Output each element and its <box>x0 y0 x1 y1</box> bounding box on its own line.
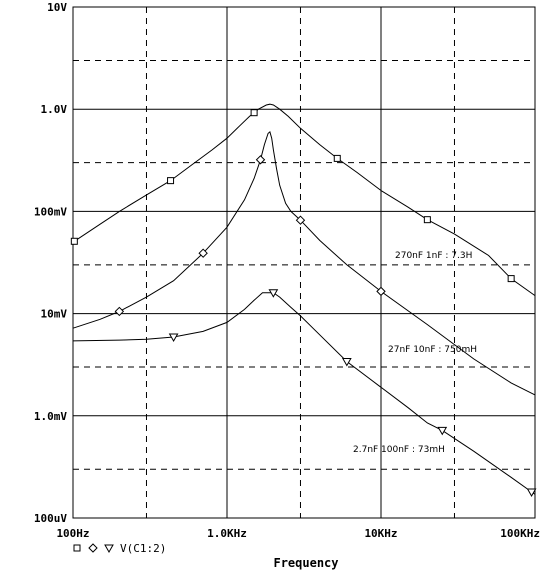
grid-lines <box>73 7 535 518</box>
series-line <box>72 131 536 396</box>
plot-frame <box>72 6 536 519</box>
square-marker <box>507 275 515 283</box>
triangle-marker <box>437 426 448 436</box>
legend: V(C1:2) <box>73 542 166 555</box>
x-tick-label: 100Hz <box>56 527 89 540</box>
y-tick-label: 100mV <box>34 205 67 218</box>
x-tick-label: 1.0KHz <box>207 527 247 540</box>
series-line <box>72 292 536 495</box>
series-square <box>70 103 536 297</box>
x-tick-label: 10KHz <box>364 527 397 540</box>
diamond-marker <box>114 306 125 317</box>
triangle-marker <box>168 333 179 343</box>
legend-markers <box>73 543 114 554</box>
triangle-marker <box>104 544 114 554</box>
y-tick-label: 100uV <box>34 512 67 525</box>
square-marker <box>70 237 78 245</box>
y-tick-label: 10V <box>47 1 67 14</box>
series-annotation: 2.7nF 100nF : 73mH <box>353 445 445 455</box>
series-diamond <box>72 131 536 396</box>
triangle-marker <box>268 289 279 298</box>
square-marker <box>250 109 258 117</box>
square-marker <box>167 177 175 185</box>
triangle-marker <box>341 357 352 367</box>
triangle-marker <box>526 488 537 497</box>
legend-label: V(C1:2) <box>120 542 166 555</box>
y-tick-label: 1.0V <box>41 103 68 116</box>
square-marker <box>423 216 431 224</box>
x-axis-label: Frequency <box>273 556 338 570</box>
y-tick-label: 10mV <box>41 308 68 321</box>
series-group <box>70 103 537 497</box>
diamond-marker <box>295 215 306 225</box>
x-tick-label: 100KHz <box>500 527 540 540</box>
series-annotation: 270nF 1nF : 7.3H <box>395 251 472 261</box>
series-line <box>72 103 536 297</box>
square-marker <box>73 544 81 552</box>
series-annotations: 270nF 1nF : 7.3H 27nF 10nF : 750mH 2.7nF 1… <box>353 251 477 455</box>
diamond-marker <box>255 155 266 165</box>
square-marker <box>333 154 341 162</box>
series-annotation: 27nF 10nF : 750mH <box>388 345 477 355</box>
axis-tick-labels: 100uV 1.0mV 10mV 100mV 1.0V 10V 100Hz 1.0KHz 10K… <box>34 1 540 540</box>
y-tick-label: 1.0mV <box>34 410 67 423</box>
series-triangle-down <box>72 289 537 497</box>
diamond-marker <box>88 543 98 553</box>
diamond-marker <box>376 286 386 297</box>
diamond-marker <box>198 248 208 258</box>
